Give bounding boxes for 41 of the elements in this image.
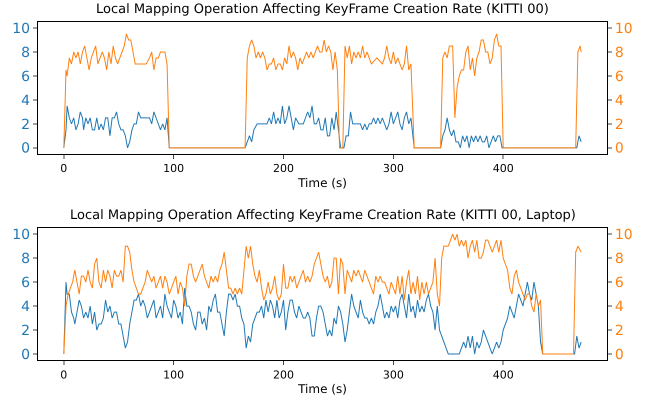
y2-tick-label: 2 [614,116,624,133]
y-tick-label: 6 [21,68,30,85]
x-tick-label: 400 [492,162,514,176]
y-tick-label: 0 [21,140,30,157]
x-tick-label: 400 [492,368,514,382]
y2-tick-label: 4 [614,298,624,315]
chart-title: Local Mapping Operation Affecting KeyFrame Creation Rate (KITTI 00, Laptop) [70,208,576,223]
x-axis-title: Time (s) [297,176,347,190]
line-series [63,282,582,355]
x-tick-label: 200 [273,368,294,382]
x-axis-title: Time (s) [297,382,347,396]
y-tick-label: 10 [12,227,30,244]
y2-tick-label: 0 [614,140,624,157]
y-tick-label: 6 [21,275,30,292]
y2-tick-label: 10 [614,20,633,37]
y-tick-label: 10 [12,20,30,37]
line-series [63,33,582,148]
x-tick-label: 100 [163,162,184,176]
y-tick-label: 4 [21,92,30,109]
x-tick-label: 0 [60,368,68,382]
y-tick-label: 4 [21,298,30,315]
y2-tick-label: 8 [614,44,624,61]
x-tick-label: 100 [163,368,184,382]
y-tick-label: 2 [21,322,30,339]
y-tick-label: 0 [21,346,30,363]
y2-tick-label: 8 [614,251,624,268]
y2-tick-label: 0 [614,346,624,363]
x-tick-label: 300 [382,368,404,382]
y-tick-label: 8 [21,44,30,61]
y-tick-label: 2 [21,116,30,133]
x-tick-label: 0 [60,162,68,176]
y2-tick-label: 4 [614,92,624,109]
y2-tick-label: 6 [614,68,624,85]
y2-tick-label: 2 [614,322,624,339]
line-series [63,234,582,355]
y-tick-label: 8 [21,251,30,268]
chart-title: Local Mapping Operation Affecting KeyFrame Creation Rate (KITTI 00) [96,2,549,17]
y2-tick-label: 6 [614,275,624,292]
x-tick-label: 300 [382,162,404,176]
y2-tick-label: 10 [614,227,633,244]
x-tick-label: 200 [273,162,294,176]
